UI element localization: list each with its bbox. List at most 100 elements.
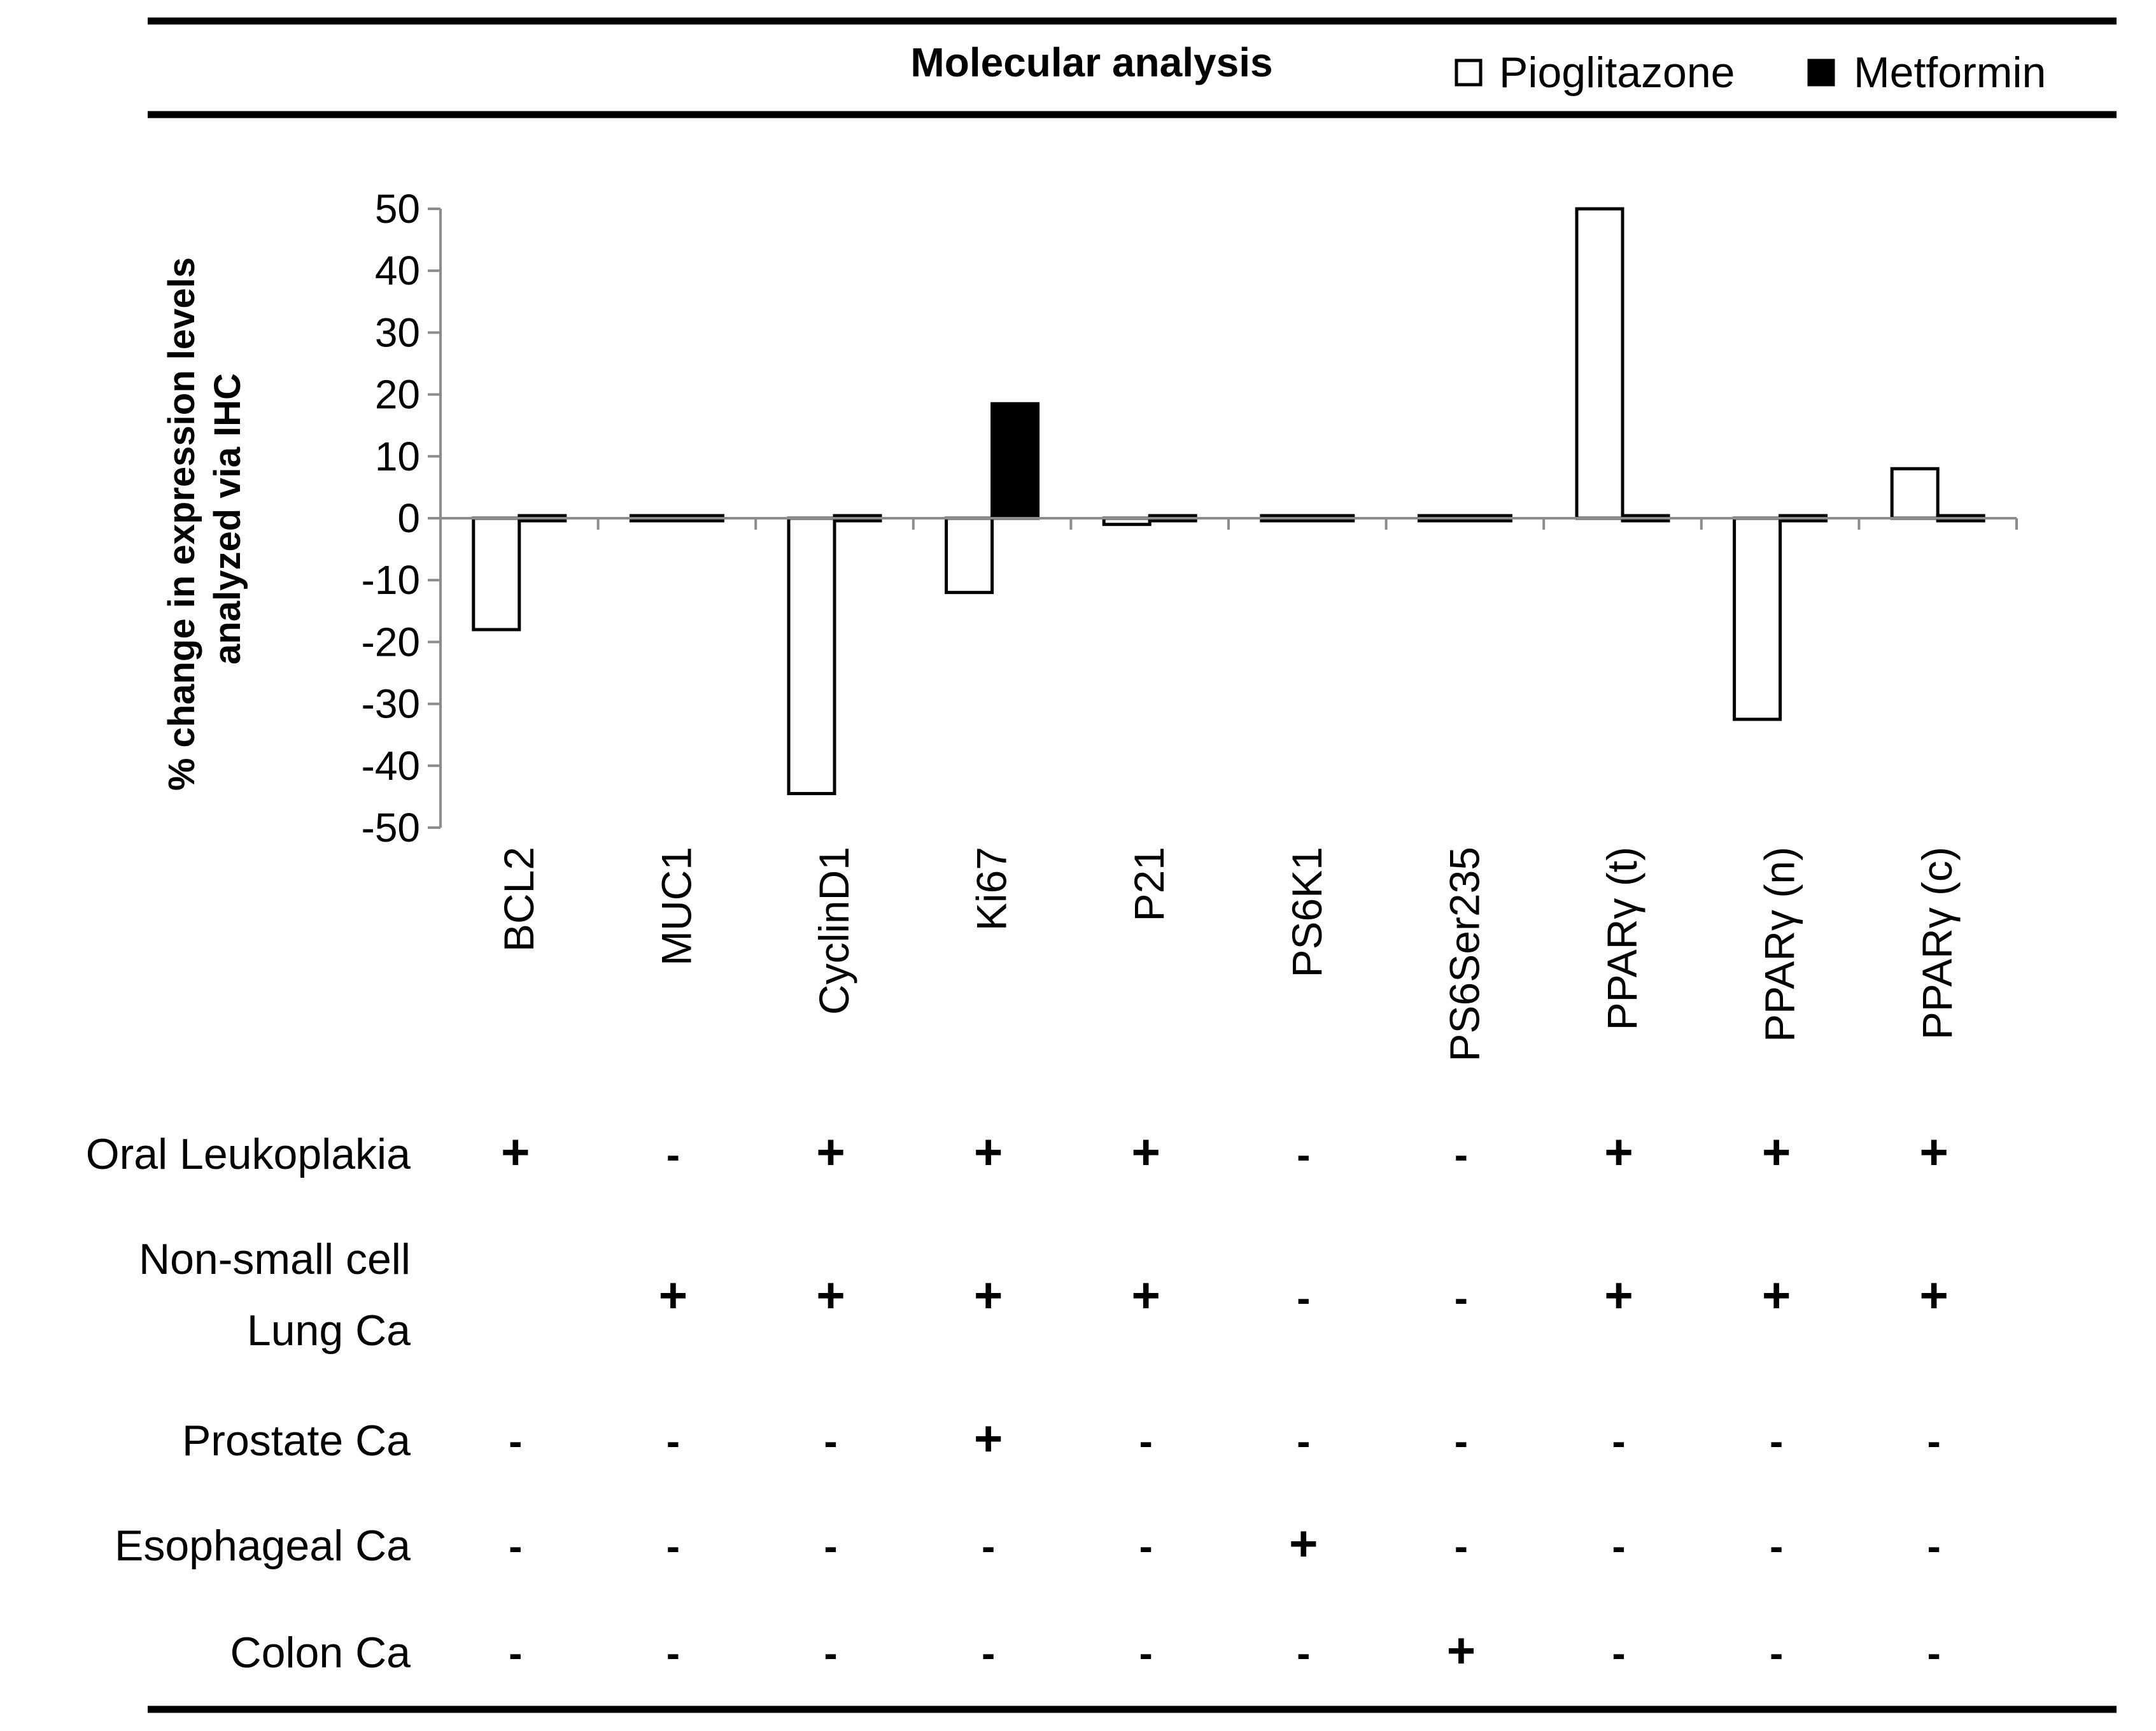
y-axis-title-line-1: % change in expression levels	[161, 257, 202, 791]
table-cell-plus: +	[974, 1124, 1003, 1180]
table-cell-minus: -	[1139, 1418, 1153, 1464]
table-cell-minus: -	[509, 1630, 522, 1676]
table-cell-plus: +	[1289, 1515, 1318, 1571]
x-tick-label: P21	[1125, 847, 1173, 921]
table-cell-plus: +	[1604, 1124, 1633, 1180]
figure-title: Molecular analysis	[910, 39, 1272, 85]
row-label: Colon Ca	[230, 1629, 411, 1677]
y-tick-label: -30	[362, 681, 421, 727]
table-cell-minus: -	[1297, 1418, 1310, 1464]
row-label: Prostate Ca	[182, 1417, 411, 1465]
table-row: Oral Leukoplakia + - + + + - - + + +	[86, 1124, 1948, 1180]
table-cell-plus: +	[816, 1124, 845, 1180]
table-cell-minus: -	[509, 1418, 522, 1464]
legend-swatch-pioglitazone	[1455, 59, 1483, 87]
table-cell-minus: -	[1139, 1523, 1153, 1569]
y-tick-label: 0	[397, 495, 420, 541]
row-label: Oral Leukoplakia	[86, 1130, 411, 1178]
x-tick-label: PPARγ (n)	[1756, 847, 1803, 1042]
x-tick-label: Ki67	[968, 847, 1015, 931]
x-axis-labels: BCL2 MUC1 CyclinD1 Ki67 P21 PS6K1 PS6Ser235 PPA…	[495, 847, 1961, 1062]
table-row: Non-small cell Lung Ca + + + + - - + + +	[139, 1235, 1948, 1355]
table-cell-minus: -	[1927, 1418, 1941, 1464]
table-cell-plus: +	[1919, 1124, 1948, 1180]
row-label: Lung Ca	[247, 1306, 411, 1355]
table-cell-minus: -	[666, 1418, 680, 1464]
bar-pioglitazone-ppar-c	[1890, 467, 1940, 520]
table-cell-minus: -	[509, 1523, 522, 1569]
y-tick-label: 30	[375, 309, 420, 355]
table-row: Prostate Ca - - - + - - - - - -	[182, 1410, 1941, 1466]
row-label: Esophageal Ca	[115, 1522, 411, 1570]
y-axis-title-line-2: analyzed via IHC	[207, 373, 248, 665]
table-cell-plus: +	[1131, 1124, 1160, 1180]
table-cell-plus: +	[816, 1267, 845, 1323]
legend: Pioglitazone Metformin	[1455, 48, 2046, 97]
table-cell-plus: +	[659, 1267, 688, 1323]
table-cell-minus: -	[824, 1418, 837, 1464]
legend-label-metformin: Metformin	[1854, 48, 2046, 97]
table-cell-minus: -	[1927, 1630, 1941, 1676]
table-cell-minus: -	[824, 1523, 837, 1569]
table-cell-minus: -	[982, 1523, 995, 1569]
y-tick-label: -20	[362, 619, 421, 665]
y-tick-label: -50	[362, 805, 421, 851]
table-cell-minus: -	[1455, 1132, 1468, 1178]
table-cell-minus: -	[1297, 1132, 1310, 1178]
row-label: Non-small cell	[139, 1235, 411, 1283]
cancer-table: Oral Leukoplakia + - + + + - - + + + Non-small cell…	[86, 1124, 1948, 1678]
x-axis-ticks	[439, 518, 2018, 530]
table-cell-plus: +	[1919, 1267, 1948, 1323]
y-axis-ticks: 50 40 30 20 10 0 -10 -20 -30 -40 -50	[362, 186, 440, 851]
table-cell-minus: -	[982, 1630, 995, 1676]
table-cell-minus: -	[1139, 1630, 1153, 1676]
table-cell-minus: -	[666, 1523, 680, 1569]
y-tick-label: -10	[362, 557, 421, 603]
table-cell-minus: -	[824, 1630, 837, 1676]
table-cell-plus: +	[974, 1410, 1003, 1466]
bar-metformin-ki67	[990, 402, 1040, 520]
bars-layer	[472, 207, 1985, 796]
y-axis-title: % change in expression levels analyzed v…	[161, 247, 248, 791]
x-tick-label: PPARγ (c)	[1913, 847, 1961, 1040]
x-tick-label: BCL2	[495, 847, 542, 952]
bar-pioglitazone-bcl2	[472, 516, 521, 632]
bar-pioglitazone-ki67	[945, 516, 994, 595]
table-cell-minus: -	[1612, 1630, 1625, 1676]
x-tick-label: PS6K1	[1283, 847, 1330, 977]
table-cell-minus: -	[666, 1630, 680, 1676]
x-tick-label: PPARγ (t)	[1598, 847, 1645, 1030]
table-cell-minus: -	[1455, 1418, 1468, 1464]
y-tick-label: 50	[375, 186, 420, 232]
table-cell-minus: -	[1770, 1523, 1783, 1569]
table-cell-minus: -	[1455, 1275, 1468, 1321]
x-tick-label: PS6Ser235	[1441, 847, 1488, 1062]
table-cell-plus: +	[1447, 1622, 1476, 1678]
table-cell-minus: -	[1297, 1630, 1310, 1676]
table-cell-plus: +	[1762, 1124, 1791, 1180]
table-cell-plus: +	[501, 1124, 530, 1180]
x-tick-label: MUC1	[652, 847, 700, 966]
table-cell-plus: +	[1604, 1267, 1633, 1323]
table-cell-minus: -	[666, 1132, 680, 1178]
table-cell-minus: -	[1770, 1630, 1783, 1676]
legend-swatch-metformin	[1807, 59, 1835, 87]
table-cell-plus: +	[974, 1267, 1003, 1323]
y-tick-label: 10	[375, 434, 420, 479]
table-cell-minus: -	[1455, 1523, 1468, 1569]
table-cell-minus: -	[1297, 1275, 1310, 1321]
table-row: Colon Ca - - - - - - + - - -	[230, 1622, 1941, 1678]
table-row: Esophageal Ca - - - - - + - - - -	[115, 1515, 1941, 1571]
table-cell-minus: -	[1612, 1523, 1625, 1569]
bar-pioglitazone-cyclind1	[787, 516, 836, 796]
table-cell-minus: -	[1612, 1418, 1625, 1464]
table-cell-plus: +	[1131, 1267, 1160, 1323]
bar-pioglitazone-ppar-t	[1575, 207, 1624, 520]
y-tick-label: 20	[375, 372, 420, 418]
table-cell-minus: -	[1927, 1523, 1941, 1569]
x-tick-label: CyclinD1	[810, 847, 857, 1015]
table-cell-minus: -	[1770, 1418, 1783, 1464]
y-tick-label: -40	[362, 743, 421, 789]
legend-label-pioglitazone: Pioglitazone	[1499, 48, 1735, 97]
